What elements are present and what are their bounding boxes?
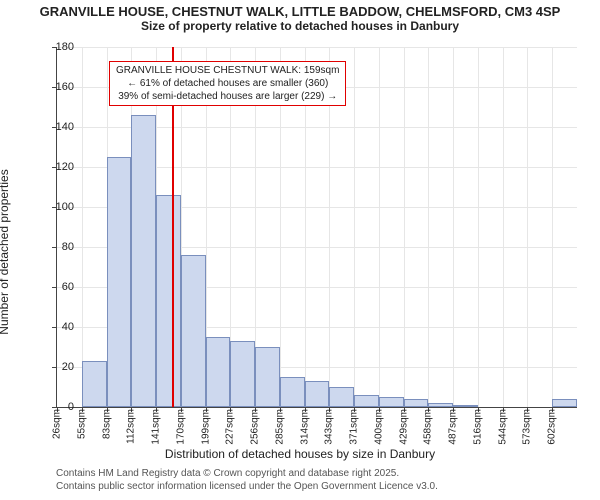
title-line2: Size of property relative to detached ho…	[0, 19, 600, 33]
x-tick-label: 458sqm	[423, 409, 434, 445]
bar	[181, 255, 206, 407]
y-tick-label: 60	[44, 281, 74, 293]
y-tick-label: 160	[44, 81, 74, 93]
bar	[206, 337, 231, 407]
bar	[230, 341, 255, 407]
x-axis-label: Distribution of detached houses by size …	[0, 447, 600, 461]
gridline-v	[428, 47, 429, 407]
chart: Number of detached properties 26sqm55sqm…	[0, 37, 600, 467]
y-tick-label: 100	[44, 201, 74, 213]
y-tick-label: 40	[44, 321, 74, 333]
bar	[379, 397, 404, 407]
title-line1: GRANVILLE HOUSE, CHESTNUT WALK, LITTLE B…	[0, 4, 600, 19]
y-tick-label: 20	[44, 361, 74, 373]
bar	[82, 361, 107, 407]
x-tick-label: 170sqm	[175, 409, 186, 445]
bar	[107, 157, 132, 407]
plot-area: 26sqm55sqm83sqm112sqm141sqm170sqm199sqm2…	[56, 47, 577, 408]
gridline-v	[453, 47, 454, 407]
x-tick-label: 516sqm	[472, 409, 483, 445]
gridline-v	[503, 47, 504, 407]
annotation-line: ← 61% of detached houses are smaller (36…	[116, 77, 339, 90]
y-tick-label: 140	[44, 121, 74, 133]
bar	[305, 381, 330, 407]
x-tick-label: 55sqm	[76, 409, 87, 439]
gridline-v	[552, 47, 553, 407]
footer: Contains HM Land Registry data © Crown c…	[0, 467, 600, 493]
bar	[156, 195, 181, 407]
bar	[552, 399, 577, 407]
x-tick-label: 256sqm	[250, 409, 261, 445]
gridline-v	[354, 47, 355, 407]
bar	[131, 115, 156, 407]
x-tick-label: 26sqm	[52, 409, 63, 439]
x-tick-label: 285sqm	[274, 409, 285, 445]
x-tick-label: 112sqm	[126, 409, 137, 444]
gridline-h	[57, 47, 577, 48]
title-block: GRANVILLE HOUSE, CHESTNUT WALK, LITTLE B…	[0, 4, 600, 33]
y-axis-label: Number of detached properties	[0, 169, 11, 334]
gridline-v	[478, 47, 479, 407]
x-tick-label: 227sqm	[225, 409, 236, 445]
footer-line2: Contains public sector information licen…	[56, 480, 600, 493]
x-tick-label: 83sqm	[101, 409, 112, 439]
x-tick-label: 602sqm	[547, 409, 558, 445]
x-tick-label: 429sqm	[398, 409, 409, 445]
x-tick-label: 400sqm	[373, 409, 384, 445]
y-tick-label: 0	[44, 401, 74, 413]
y-tick-label: 180	[44, 41, 74, 53]
x-tick-label: 199sqm	[200, 409, 211, 445]
annotation-line: GRANVILLE HOUSE CHESTNUT WALK: 159sqm	[116, 64, 339, 77]
y-tick-label: 120	[44, 161, 74, 173]
gridline-v	[527, 47, 528, 407]
bar	[428, 403, 453, 407]
gridline-v	[404, 47, 405, 407]
x-tick-label: 343sqm	[324, 409, 335, 445]
bar	[354, 395, 379, 407]
x-tick-label: 487sqm	[448, 409, 459, 445]
bar	[255, 347, 280, 407]
footer-line1: Contains HM Land Registry data © Crown c…	[56, 467, 600, 480]
bar	[329, 387, 354, 407]
x-tick-label: 544sqm	[497, 409, 508, 445]
y-tick-label: 80	[44, 241, 74, 253]
gridline-v	[379, 47, 380, 407]
bar	[280, 377, 305, 407]
bar	[453, 405, 478, 407]
bar	[404, 399, 429, 407]
annotation-box: GRANVILLE HOUSE CHESTNUT WALK: 159sqm← 6…	[109, 61, 346, 106]
x-tick-label: 573sqm	[522, 409, 533, 445]
x-tick-label: 141sqm	[151, 409, 162, 445]
gridline-v	[82, 47, 83, 407]
x-tick-label: 371sqm	[349, 409, 360, 445]
annotation-line: 39% of semi-detached houses are larger (…	[116, 90, 339, 103]
x-tick-label: 314sqm	[299, 409, 310, 445]
